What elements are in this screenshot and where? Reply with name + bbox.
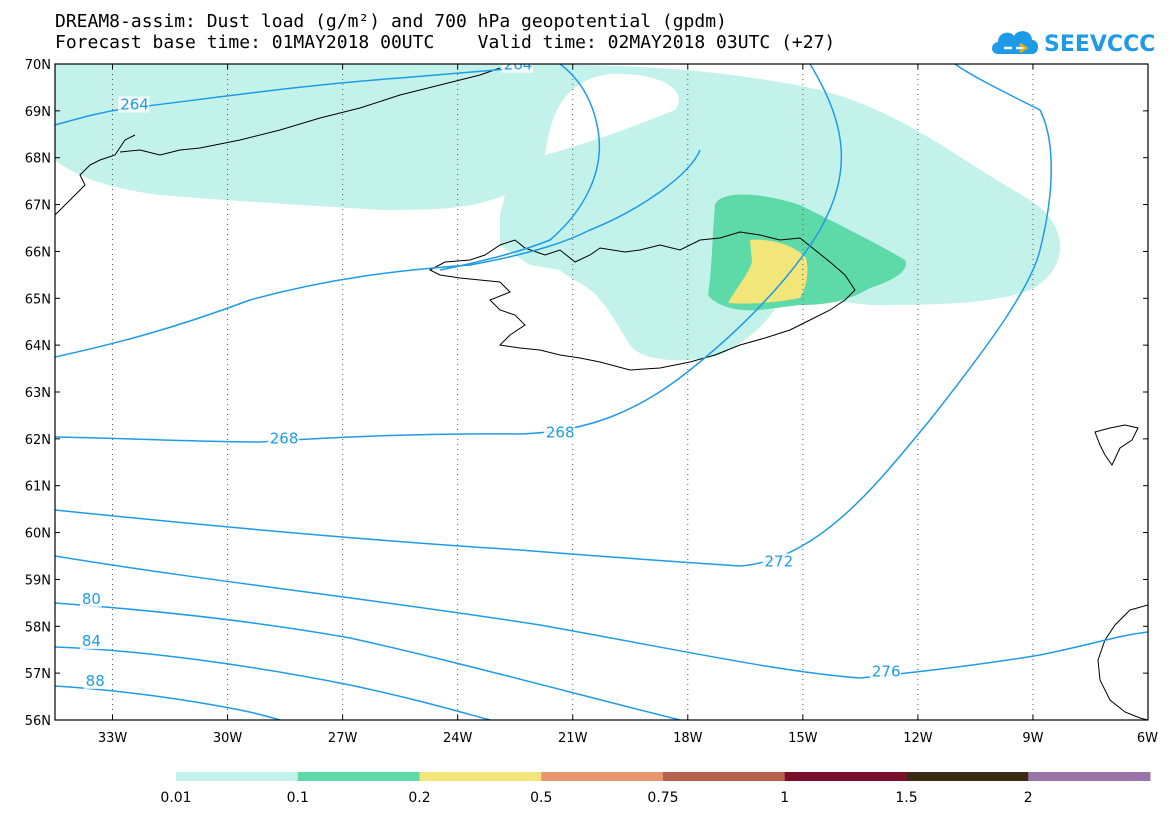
- iceland-coastline: [428, 231, 856, 371]
- contour-264: [55, 67, 521, 126]
- lon-label: 9W: [1022, 731, 1043, 746]
- colorbar-swatch: [297, 772, 420, 781]
- lat-label: 64N: [25, 339, 51, 354]
- contour-label: 268: [270, 430, 299, 448]
- lat-label: 66N: [25, 245, 51, 260]
- contour-label-bg: [762, 553, 794, 570]
- contour-label-bg: [267, 430, 299, 447]
- latitude-axis: 70N 69N 68N 67N 66N 65N 64N 63N 62N 61N 60N 59N 58N 5…: [25, 58, 1148, 729]
- colorbar-label: 0.01: [160, 790, 191, 806]
- contour-284: [55, 646, 491, 720]
- contour-labels: 264 264 268 268 272 276 80 84 88: [79, 56, 901, 690]
- colorbar-label: 0.1: [287, 790, 309, 806]
- lat-label: 69N: [25, 105, 51, 120]
- contour-268-south: [55, 64, 843, 443]
- contour-label-bg: [118, 96, 150, 113]
- faroe-islands: [1094, 424, 1139, 466]
- contour-276: [55, 555, 1148, 679]
- lat-label: 61N: [25, 480, 51, 495]
- scotland-coastline: [1097, 604, 1148, 720]
- contour-288: [55, 685, 281, 720]
- lon-label: 18W: [673, 731, 703, 746]
- colorbar-swatch: [176, 772, 299, 781]
- contour-label-bg: [501, 64, 533, 73]
- contour-label: 84: [82, 632, 101, 650]
- contour-280: [55, 602, 681, 720]
- lon-label: 27W: [328, 731, 358, 746]
- contour-label: 264: [120, 96, 149, 114]
- lat-label: 63N: [25, 386, 51, 401]
- colorbar: 0.01 0.1 0.2 0.5 0.75 1 1.5 2: [160, 772, 1151, 806]
- logo-text: SEEVCCC: [1044, 32, 1155, 57]
- map-area: 264 264 268 268 272 276 80 84 88: [55, 56, 1148, 720]
- lat-label: 68N: [25, 152, 51, 167]
- lat-label: 60N: [25, 527, 51, 542]
- colorbar-label: 2: [1024, 790, 1033, 806]
- lon-label: 21W: [558, 731, 588, 746]
- colorbar-label: 1: [780, 790, 789, 806]
- lat-label: 70N: [25, 58, 51, 73]
- colorbar-swatch: [419, 772, 542, 781]
- lon-label: 6W: [1137, 731, 1158, 746]
- contour-272: [55, 64, 1052, 567]
- contour-268: [55, 149, 701, 358]
- lat-label: 65N: [25, 292, 51, 307]
- contour-label: 276: [872, 662, 901, 680]
- lat-label: 59N: [25, 573, 51, 588]
- contour-label-bg: [543, 424, 575, 441]
- colorbar-swatch: [541, 772, 664, 781]
- contour-label-bg: [869, 663, 901, 680]
- colorbar-swatch: [906, 772, 1029, 781]
- contour-label: 88: [86, 672, 105, 690]
- colorbar-label: 0.75: [647, 790, 678, 806]
- dust-area-high: [728, 239, 808, 304]
- colorbar-swatch: [784, 772, 907, 781]
- contour-label: 80: [82, 590, 101, 608]
- lat-label: 67N: [25, 199, 51, 214]
- colorbar-label: 1.5: [895, 790, 917, 806]
- lon-label: 12W: [903, 731, 933, 746]
- lat-label: 58N: [25, 620, 51, 635]
- longitude-axis: 33W 30W 27W 24W 21W 18W 15W 12W 9W 6W: [98, 64, 1158, 746]
- contour-264-east: [439, 64, 601, 271]
- contour-label: 272: [764, 552, 793, 570]
- geopotential-contours: [55, 64, 1148, 720]
- colorbar-label: 0.5: [530, 790, 552, 806]
- lat-label: 57N: [25, 667, 51, 682]
- contour-label: 264: [504, 56, 533, 74]
- colorbar-swatch: [663, 772, 786, 781]
- chart-title: DREAM8-assim: Dust load (g/m²) and 700 h…: [55, 11, 727, 32]
- colorbar-swatch: [1028, 772, 1151, 781]
- cloud-icon: [992, 31, 1038, 54]
- colorbar-label: 0.2: [408, 790, 430, 806]
- lon-label: 33W: [98, 731, 128, 746]
- contour-label-bg: [79, 633, 102, 650]
- lat-label: 62N: [25, 433, 51, 448]
- contour-label: 268: [546, 424, 575, 442]
- dust-free-gap: [545, 73, 679, 155]
- lat-label: 56N: [25, 714, 51, 729]
- lon-label: 24W: [443, 731, 473, 746]
- seevccc-logo: SEEVCCC: [992, 31, 1155, 57]
- greenland-coastline: [55, 67, 501, 216]
- lon-label: 30W: [213, 731, 243, 746]
- lon-label: 15W: [788, 731, 818, 746]
- contour-label-bg: [83, 672, 106, 689]
- contour-label-bg: [79, 590, 102, 607]
- chart-subtitle: Forecast base time: 01MAY2018 00UTC Vali…: [55, 32, 836, 53]
